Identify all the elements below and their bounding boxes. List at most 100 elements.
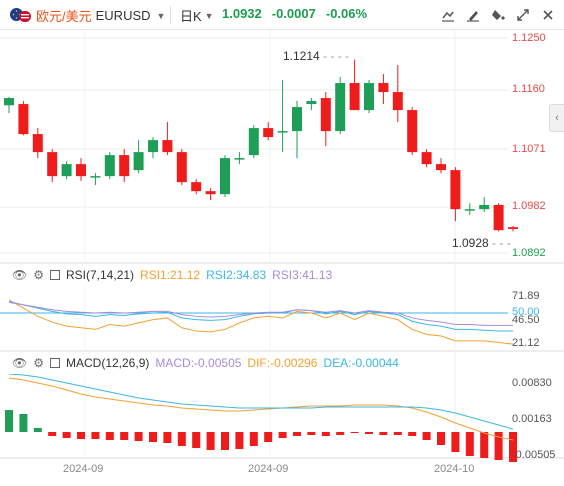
candle-body (205, 191, 216, 195)
macd-histogram-bar (105, 432, 114, 440)
x-axis-label: 2024-09 (63, 463, 104, 475)
rsi1-value: RSI1:21.12 (140, 268, 201, 282)
candle-body (176, 152, 187, 183)
x-axis-label: 2024-10 (434, 463, 475, 475)
fill-tool-icon (492, 10, 505, 20)
macd-histogram-bar (264, 432, 273, 442)
candle-body (306, 101, 317, 105)
high-marker: 1.1214 - - - - (283, 49, 350, 63)
expand-icon (517, 9, 529, 21)
indicator-box-icon (50, 270, 60, 280)
macd-histogram-bar (221, 432, 229, 450)
macd-histogram-bar (48, 432, 57, 436)
candle-body (508, 227, 518, 229)
rsi-y-label: 71.89 (512, 290, 540, 302)
macd-histogram-bar (350, 432, 359, 433)
grid-lines (0, 30, 564, 459)
macd-histogram-bar (206, 432, 215, 450)
macd-histogram-bar (480, 432, 489, 458)
candle-body (421, 152, 432, 165)
price-change: -0.0007 (271, 6, 316, 21)
rsi3-value: RSI3:41.13 (272, 268, 333, 282)
candle-body (407, 110, 418, 153)
last-price: 1.0932 (222, 6, 262, 21)
candlestick-series (4, 59, 518, 232)
candle-body (378, 83, 389, 93)
candle-body (364, 83, 374, 111)
candle-body (493, 204, 504, 231)
macd-histogram-bar (77, 432, 85, 439)
macd-histogram-bar (19, 414, 28, 432)
candle-body (61, 164, 72, 177)
candle-body (162, 140, 173, 153)
macd-y-label: -0.00505 (512, 449, 556, 461)
candle-body (292, 107, 302, 132)
expand-button[interactable] (513, 5, 533, 25)
macd-histogram-bar (149, 432, 157, 442)
chevron-down-icon: ▼ (156, 10, 166, 21)
rsi-y-label: 46.50 (512, 314, 540, 326)
macd-histogram-bar (307, 432, 316, 435)
macd-histogram-bar (336, 432, 345, 435)
y-label: 1.0982 (512, 200, 546, 212)
candle-body (104, 155, 115, 177)
macd-histogram-bar (509, 432, 517, 462)
symbol-name-cn: 欧元/美元 (36, 9, 92, 24)
candle-body (133, 152, 144, 171)
dif-value: DIF:-0.00296 (247, 356, 318, 370)
macd-histogram-bar (62, 432, 71, 438)
candle-body (32, 134, 43, 153)
macd-histogram-bar (465, 432, 474, 456)
macd-histogram-bar (163, 432, 172, 443)
settings-gear-icon[interactable]: ⚙ (33, 268, 44, 282)
indicator-box-icon (50, 358, 60, 368)
close-button[interactable] (538, 5, 558, 25)
settings-gear-icon[interactable]: ⚙ (33, 356, 44, 370)
rsi-pane (0, 299, 514, 345)
candle-body (479, 204, 490, 210)
candle-body (436, 164, 446, 171)
edit-tool-icon (467, 11, 479, 22)
y-label: 1.1250 (512, 32, 546, 44)
macd-histogram-bar (91, 432, 100, 439)
close-icon (543, 10, 553, 20)
candle-body (76, 164, 86, 177)
draw-line-button[interactable] (438, 5, 458, 25)
visibility-toggle-icon[interactable]: 👁 (12, 268, 28, 282)
y-label: 1.1071 (512, 143, 546, 155)
candle-body (349, 83, 360, 111)
candle-body (263, 128, 274, 138)
macd-histogram-bar (33, 428, 42, 432)
macd-histogram-bar (293, 432, 301, 436)
macd-histogram-bar (235, 432, 244, 449)
fill-tool-button[interactable] (488, 5, 508, 25)
macd-histogram-bar (379, 432, 388, 435)
macd-histogram-bar (120, 432, 129, 440)
macd-histogram-bar (393, 432, 402, 435)
macd-histogram-bar (422, 432, 431, 440)
chevron-down-icon: ▼ (204, 10, 214, 21)
draw-line-icon (442, 11, 454, 22)
macd-histogram-bar (365, 432, 373, 434)
candle-body (277, 131, 288, 133)
timeframe-selector[interactable]: 日K ▼ (180, 6, 214, 25)
macd-y-label: 0.00830 (512, 377, 552, 389)
symbol-selector[interactable]: 欧元/美元 EURUSD ▼ (36, 6, 165, 25)
candle-body (119, 155, 130, 177)
price-change-pct: -0.06% (325, 6, 368, 21)
candle-body (191, 182, 202, 192)
rsi2-value: RSI2:34.83 (206, 268, 267, 282)
candle-body (220, 158, 230, 195)
edit-tool-button[interactable] (463, 5, 483, 25)
macd-histogram-bar (278, 432, 287, 438)
macd-histogram-bar (408, 432, 417, 436)
macd-histogram-bar (177, 432, 186, 446)
rsi-name: RSI(7,14,21) (66, 268, 135, 282)
candle-body (464, 209, 475, 211)
rsi-legend: 👁 ⚙ RSI(7,14,21) RSI1:21.12 RSI2:34.83 R… (0, 264, 333, 286)
dif-line (8, 377, 514, 441)
collapse-panel-button[interactable]: ‹ (549, 104, 564, 132)
visibility-toggle-icon[interactable]: 👁 (12, 356, 28, 370)
rsi1-line (8, 299, 514, 345)
